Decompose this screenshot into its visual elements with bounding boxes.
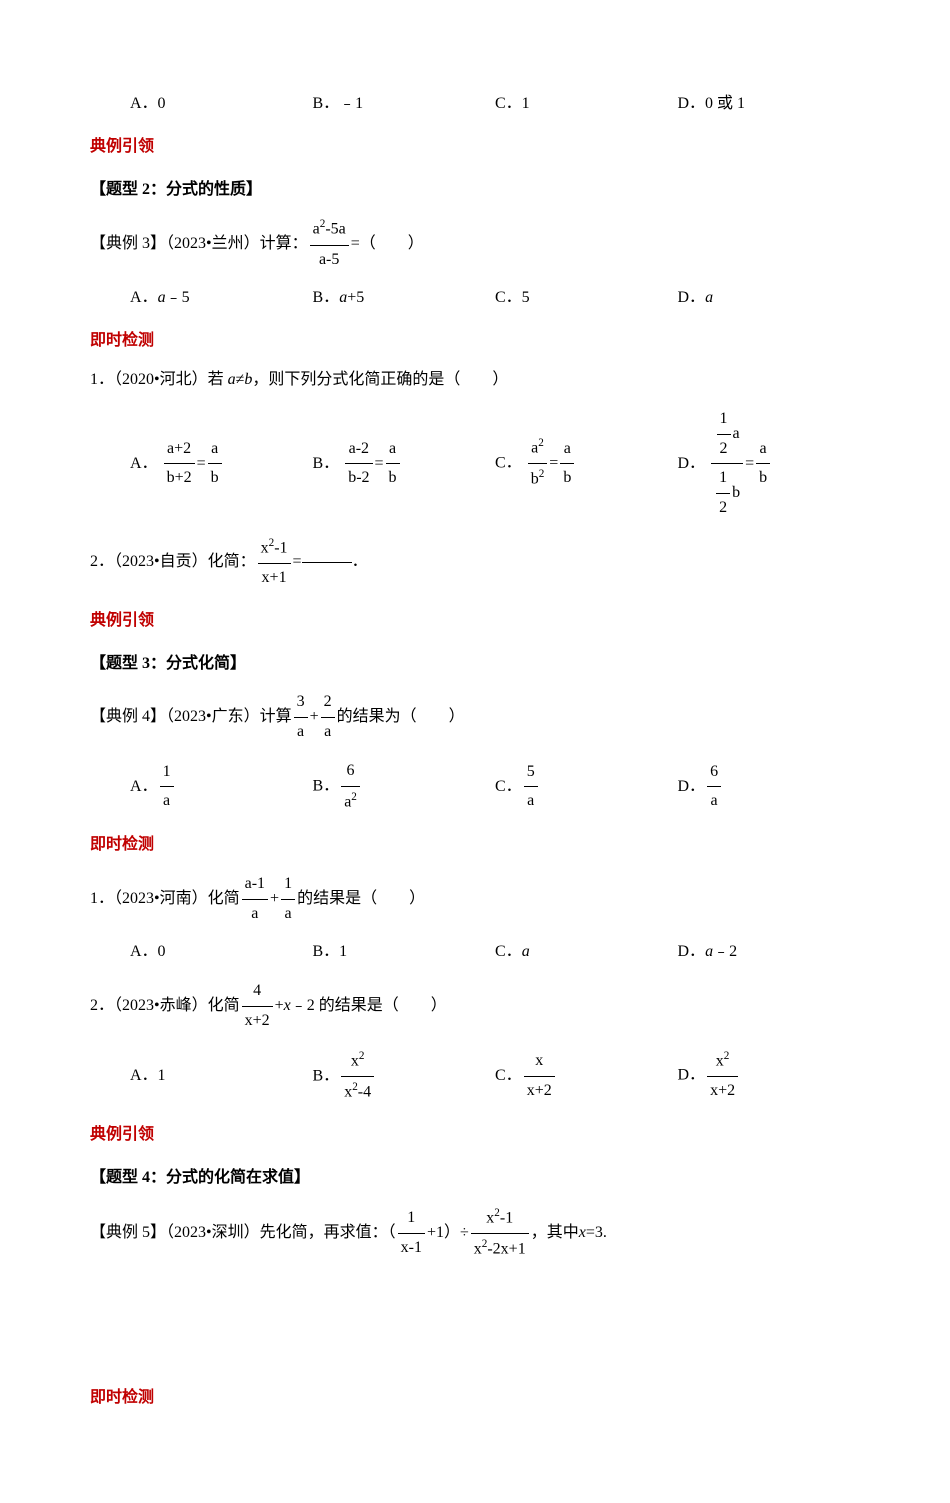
ex3-opt-b: B．a+5 (313, 284, 496, 313)
example4-options: A．1a B．6a2 C．5a D．6a (130, 757, 860, 817)
t32-opt-a: A．1 (130, 1062, 313, 1091)
ex4-opt-c: C．5a (495, 758, 678, 817)
test3-1: 1．（2023•河南）化简 a-1a + 1a 的结果是（ ） (90, 870, 860, 929)
test2-1: 1．（2020•河北）若 a≠b，则下列分式化简正确的是（ ） (90, 366, 860, 395)
q1-opt-b: B．﹣1 (313, 90, 496, 119)
test3-2-options: A．1 B．x2x2-4 C．xx+2 D．x2x+2 (130, 1046, 860, 1107)
t21-opt-c: C． a2b2=ab (495, 433, 678, 494)
t21-opt-b: B． a-2b-2=ab (313, 435, 496, 494)
example3-frac: a2-5a a-5 (310, 214, 349, 274)
q1-options: A．0 B．﹣1 C．1 D．0 或 1 (130, 90, 860, 119)
type4-header: 【题型 4：分式的化简在求值】 (90, 1164, 860, 1193)
ex3-opt-a: A．a﹣5 (130, 284, 313, 313)
example3-equals: =（ ） (351, 230, 424, 259)
t21-opt-d: D． 12a12b=ab (678, 405, 861, 523)
t32-opt-c: C．xx+2 (495, 1047, 678, 1106)
instant-test-1: 即时检测 (90, 327, 860, 356)
example-lead-2: 典例引领 (90, 607, 860, 636)
t31-opt-c: C．a (495, 938, 678, 967)
example3-options: A．a﹣5 B．a+5 C．5 D．a (130, 284, 860, 313)
q1-opt-a: A．0 (130, 90, 313, 119)
test3-1-options: A．0 B．1 C．a D．a﹣2 (130, 938, 860, 967)
test2-1-options: A． a+2b+2=ab B． a-2b-2=ab C． a2b2=ab D． … (130, 405, 860, 523)
example5: 【典例 5】（2023•深圳）先化简，再求值：（ 1x-1 +1）÷ x2-1 … (90, 1203, 860, 1264)
test2-2: 2．（2023•自贡）化简： x2-1 x+1 = ． (90, 533, 860, 593)
example-lead-1: 典例引领 (90, 133, 860, 162)
q1-opt-d: D．0 或 1 (678, 90, 861, 119)
t31-opt-b: B．1 (313, 938, 496, 967)
test3-2: 2．（2023•赤峰）化简 4x+2 + x ﹣2 的结果是（ ） (90, 977, 860, 1036)
ex3-opt-d: D．a (678, 284, 861, 313)
t32-opt-d: D．x2x+2 (678, 1046, 861, 1106)
ex4-opt-d: D．6a (678, 758, 861, 817)
example-lead-3: 典例引领 (90, 1121, 860, 1150)
ex3-opt-c: C．5 (495, 284, 678, 313)
t31-opt-a: A．0 (130, 938, 313, 967)
type2-header: 【题型 2：分式的性质】 (90, 176, 860, 205)
t32-opt-b: B．x2x2-4 (313, 1046, 496, 1107)
t22-frac: x2-1 x+1 (258, 533, 291, 593)
q1-opt-c: C．1 (495, 90, 678, 119)
ex4-opt-a: A．1a (130, 758, 313, 817)
ex4-opt-b: B．6a2 (313, 757, 496, 817)
example4: 【典例 4】（2023•广东）计算 3a + 2a 的结果为（ ） (90, 688, 860, 747)
instant-test-2: 即时检测 (90, 831, 860, 860)
type3-header: 【题型 3：分式化简】 (90, 650, 860, 679)
t31-opt-d: D．a﹣2 (678, 938, 861, 967)
example3: 【典例 3】（2023•兰州）计算： a2-5a a-5 =（ ） (90, 214, 860, 274)
t22-blank (302, 562, 352, 563)
example3-label: 【典例 3】（2023•兰州）计算： (90, 230, 308, 259)
instant-test-3: 即时检测 (90, 1384, 860, 1413)
t21-opt-a: A． a+2b+2=ab (130, 435, 313, 494)
